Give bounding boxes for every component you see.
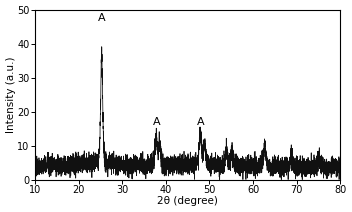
Y-axis label: Intensity (a.u.): Intensity (a.u.) (6, 56, 15, 133)
Text: A: A (197, 117, 205, 127)
X-axis label: 2θ (degree): 2θ (degree) (157, 197, 218, 206)
Text: A: A (98, 13, 106, 23)
Text: A: A (153, 117, 161, 127)
